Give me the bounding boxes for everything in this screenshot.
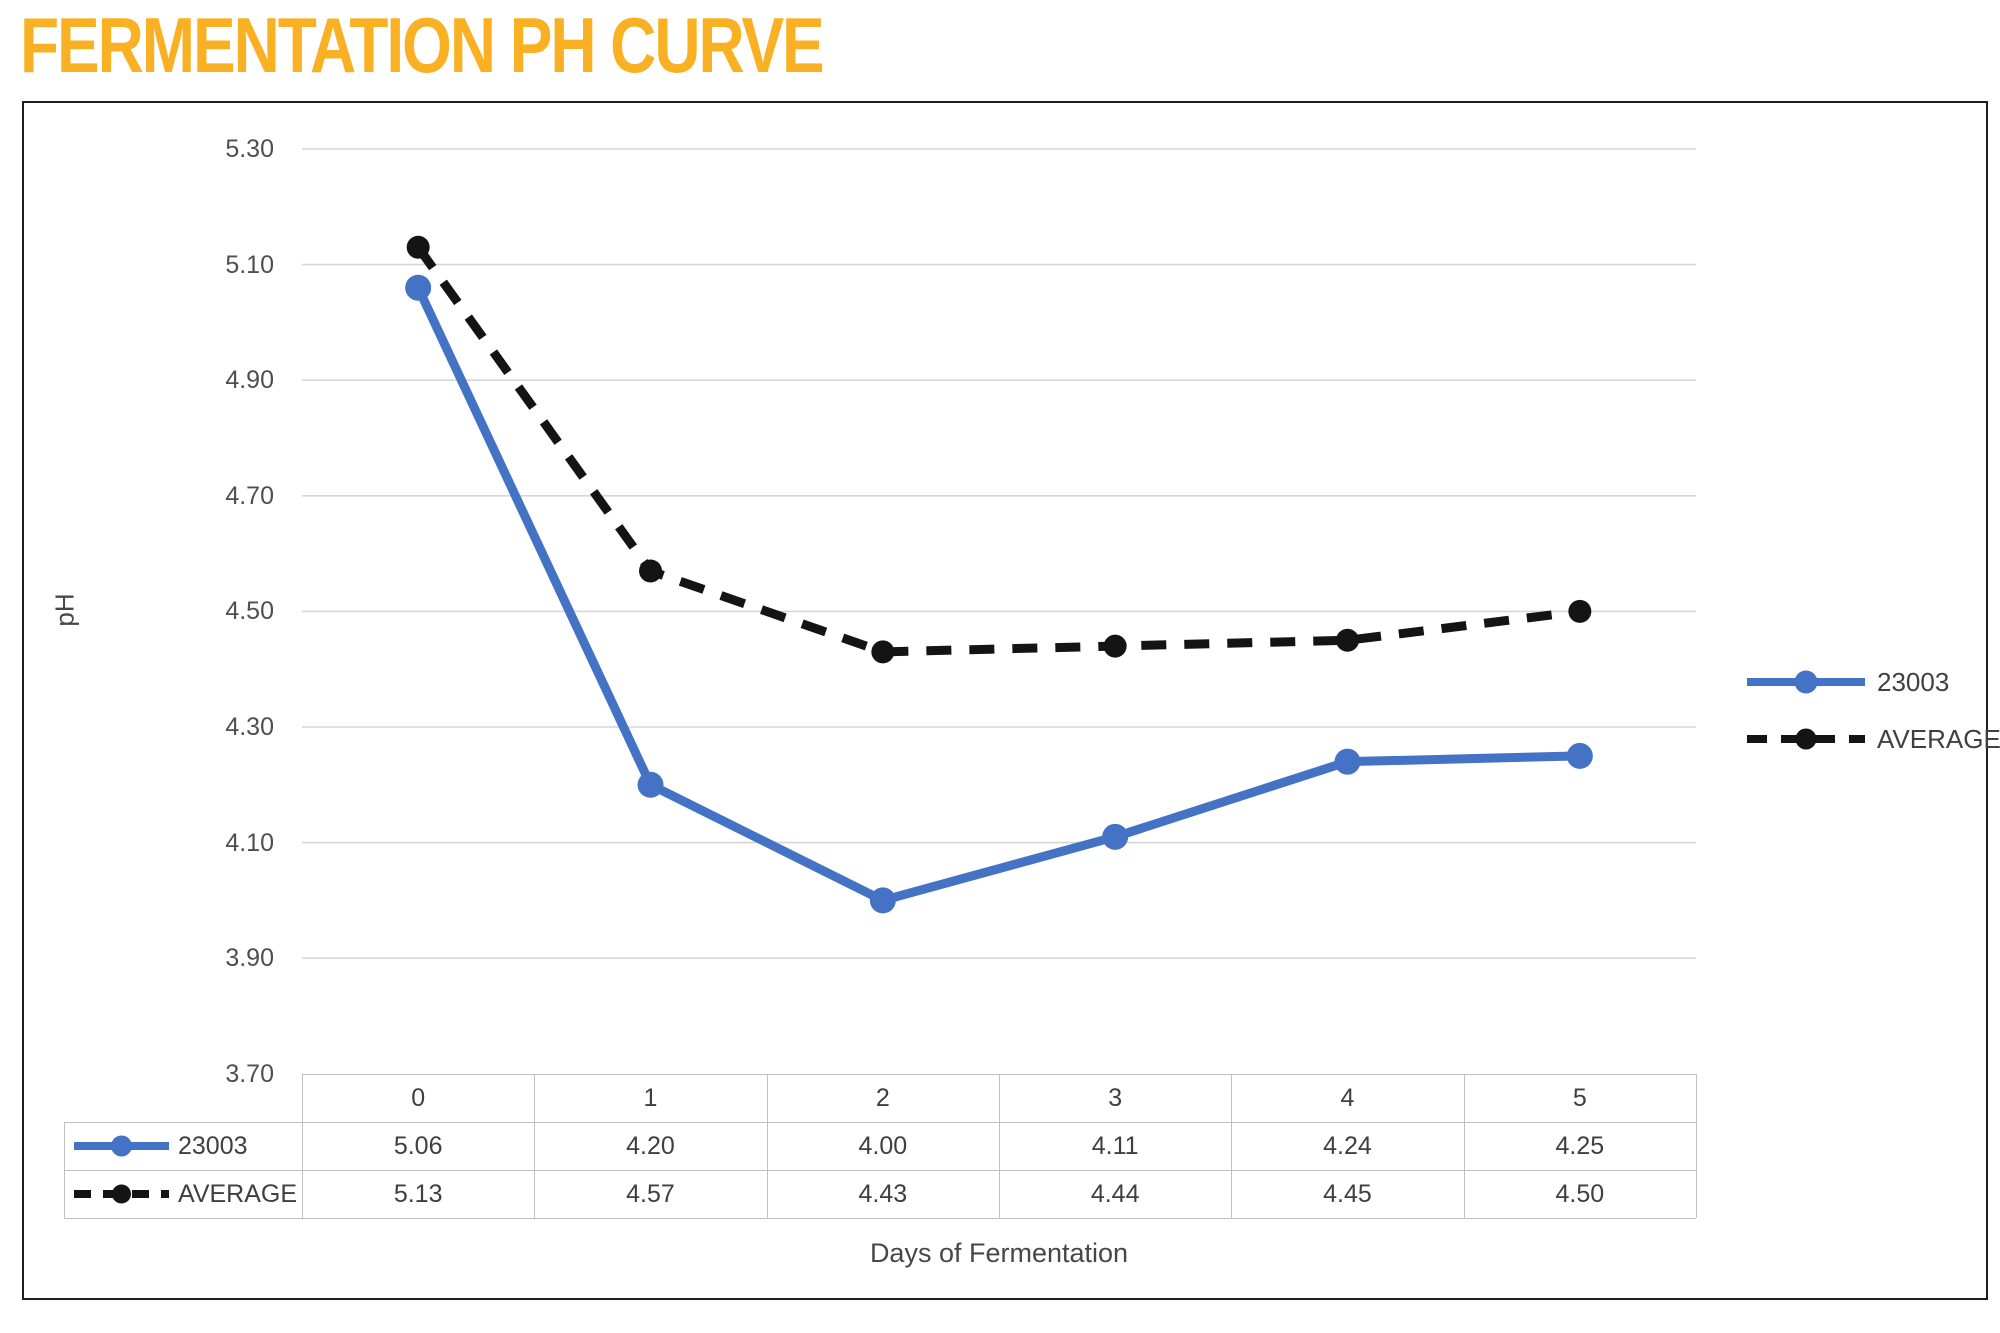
table-header-cell: 0 (411, 1084, 426, 1112)
table-border-row (64, 1218, 1696, 1219)
table-border-col (1463, 1074, 1465, 1218)
table-series-key-average: AVERAGE (64, 1170, 302, 1218)
data-point-marker-average (1103, 634, 1127, 658)
chart-container: pH Days of Fermentation 3.70 3.90 4.10 4.30… (22, 101, 2000, 1300)
table-series-key-23003: 23003 (64, 1122, 302, 1170)
data-point-marker-average (871, 640, 895, 664)
table-border-row (64, 1170, 1696, 1171)
table-value-cell: 4.45 (1323, 1180, 1372, 1208)
table-value-cell: 4.24 (1323, 1132, 1372, 1160)
y-tick-label: 4.10 (225, 828, 274, 857)
table-border-row (64, 1122, 1696, 1123)
table-value-cell: 5.06 (393, 1132, 443, 1160)
table-border-col (302, 1074, 303, 1218)
table-value-cell: 4.11 (1091, 1132, 1139, 1160)
data-table: 0 1 2 3 4 5 23003 5.06 4.20 4.00 4.11 4.24 4.25 AVERA… (64, 1074, 1697, 1219)
table-header-cell: 4 (1340, 1084, 1355, 1112)
y-tick-label: 4.70 (225, 481, 274, 510)
x-axis-title: Days of Fermentation (869, 1238, 1129, 1268)
data-point-marker-23003 (637, 771, 664, 798)
table-border-left (64, 1122, 65, 1218)
data-point-marker-23003 (1566, 742, 1593, 769)
data-point-marker-average (1336, 628, 1359, 652)
y-axis-title: pH (49, 593, 80, 627)
table-border-col (999, 1074, 1000, 1218)
legend-label: 23003 (1877, 666, 1950, 697)
y-tick-label: 4.30 (225, 713, 274, 741)
legend-item-average: AVERAGE (1747, 724, 2000, 754)
table-value-cell: 4.43 (858, 1180, 908, 1208)
table-value-cell: 4.00 (858, 1132, 908, 1160)
table-header-cell: 5 (1572, 1084, 1587, 1112)
table-header-cell: 1 (643, 1084, 658, 1112)
plot-area (302, 148, 1696, 960)
page-title: FERMENTATION PH CURVE (20, 1, 825, 89)
data-point-marker-23003 (869, 887, 896, 914)
data-point-marker-average (1568, 599, 1592, 623)
series-key-label: 23003 (178, 1131, 248, 1160)
chart-legend: 23003 AVERAGE (1747, 667, 2000, 781)
table-border-col (1231, 1074, 1233, 1218)
table-value-cell: 4.50 (1555, 1180, 1605, 1208)
legend-label: AVERAGE (1877, 723, 2000, 754)
table-border-col (534, 1074, 536, 1218)
series-key-swatch-average (1747, 728, 1865, 750)
data-point-marker-23003 (1102, 823, 1129, 850)
table-border-col (766, 1074, 768, 1218)
table-header-cell: 2 (875, 1084, 890, 1112)
table-value-cell: 5.13 (393, 1180, 443, 1208)
table-value-cell: 4.57 (626, 1180, 675, 1208)
y-tick-label: 3.90 (225, 944, 274, 973)
series-line-23003 (413, 283, 1585, 905)
series-key-swatch-23003 (1747, 670, 1865, 694)
y-tick-label: 5.30 (225, 135, 274, 163)
legend-item-23003: 23003 (1747, 667, 2000, 697)
y-tick-label: 3.70 (225, 1059, 274, 1088)
table-border-col (1696, 1074, 1697, 1218)
table-header-cell: 3 (1108, 1084, 1123, 1112)
data-point-marker-average (639, 559, 662, 583)
y-tick-label: 4.90 (225, 366, 274, 395)
series-line-average (414, 244, 1581, 657)
table-value-cell: 4.25 (1555, 1132, 1605, 1160)
table-value-cell: 4.44 (1090, 1180, 1140, 1208)
data-point-marker-average (406, 235, 430, 259)
series-key-swatch-average (74, 1184, 169, 1204)
data-point-marker-23003 (1334, 748, 1361, 775)
series-key-swatch-23003 (74, 1135, 169, 1157)
y-tick-label: 5.10 (225, 250, 274, 279)
table-value-cell: 4.20 (626, 1132, 675, 1160)
y-tick-label: 4.50 (225, 597, 274, 626)
series-key-label: AVERAGE (178, 1179, 298, 1208)
data-point-marker-23003 (405, 274, 432, 301)
